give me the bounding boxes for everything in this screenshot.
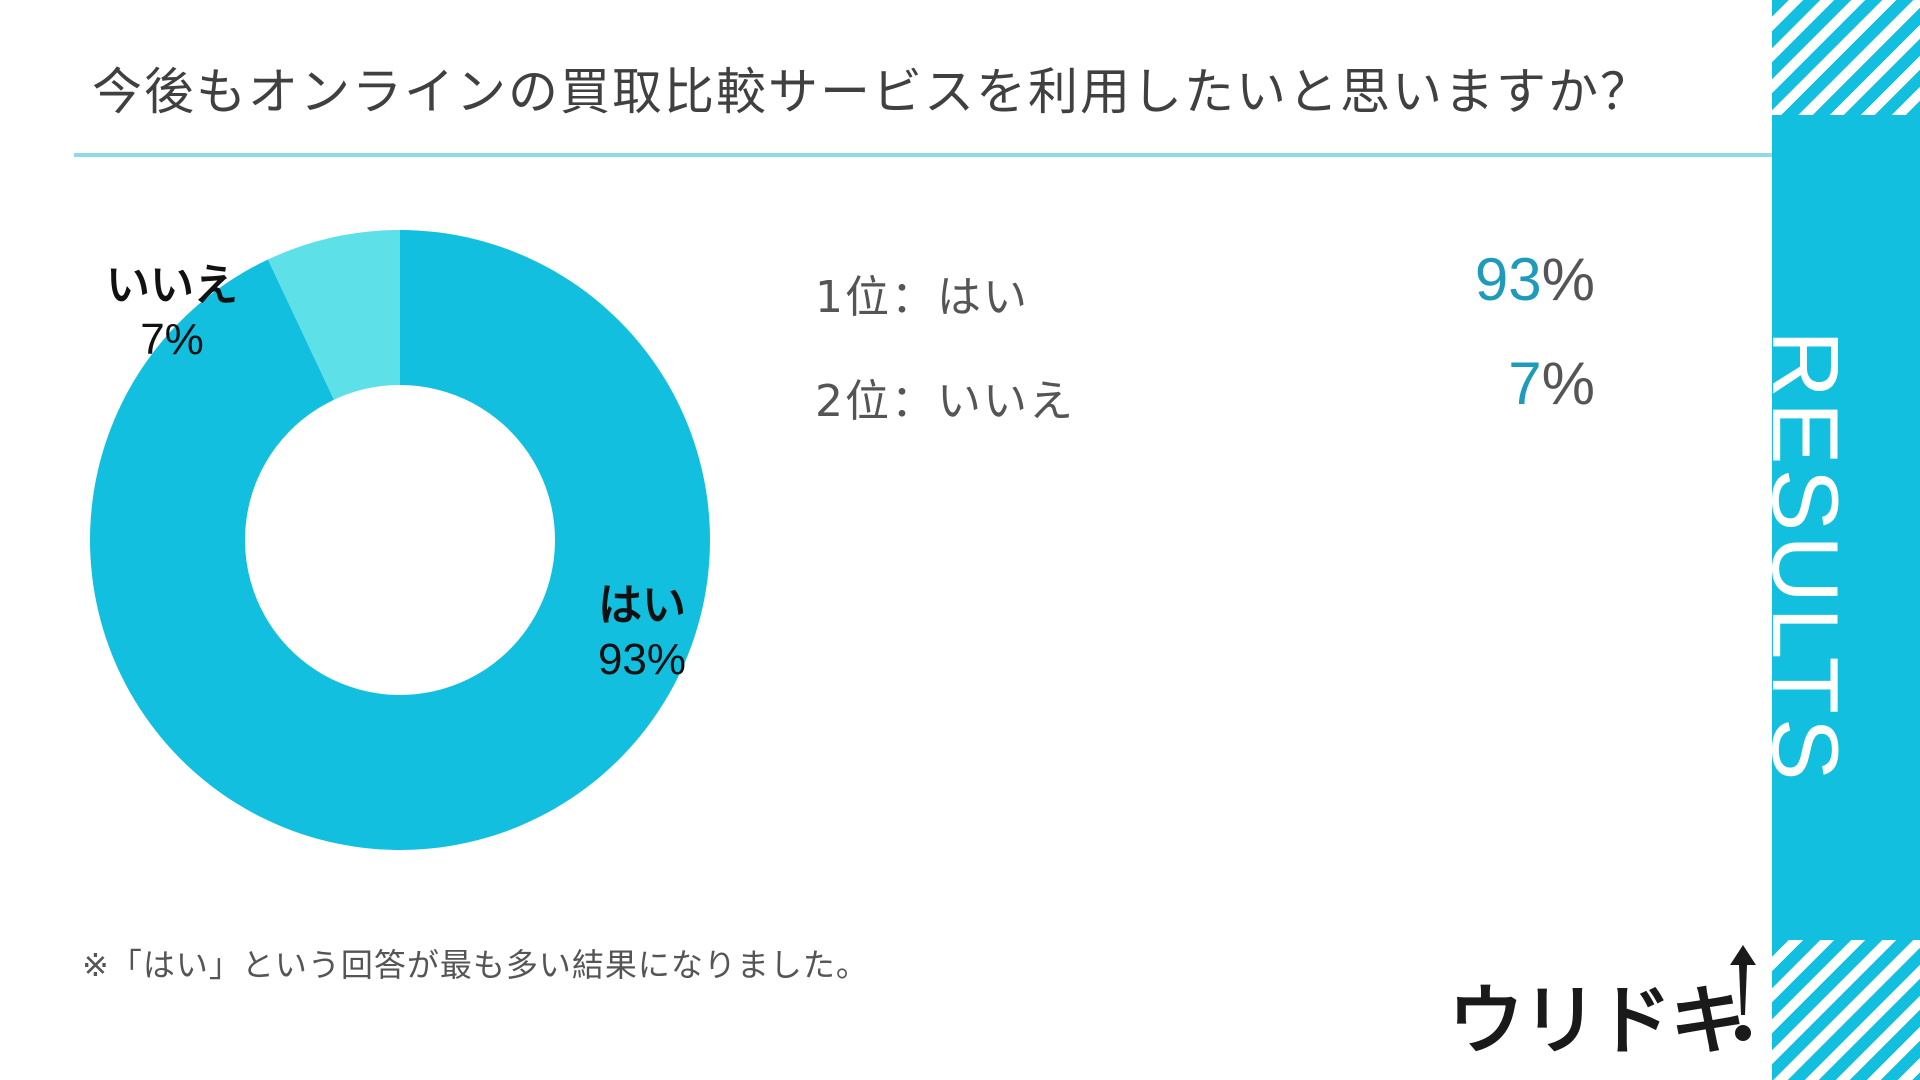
ranking-number: 93	[1474, 246, 1542, 313]
title-divider	[74, 153, 1772, 157]
brand-logo: ウリドキ	[1448, 945, 1758, 1065]
slice-value-label: 93%	[598, 635, 686, 684]
ranking-value: 7%	[1508, 349, 1595, 418]
slice-category-label: いいえ	[106, 260, 238, 311]
ranking-unit: %	[1541, 350, 1595, 417]
up-arrow-icon	[1730, 945, 1756, 1041]
slice-category-label: はい	[598, 580, 686, 631]
slice-value-label: 7%	[140, 315, 204, 364]
side-band: RESULTS	[1772, 0, 1920, 1080]
ranking-number: 7	[1508, 350, 1542, 417]
ranking-unit: %	[1541, 246, 1595, 313]
ranking-label: 1位：はい	[815, 272, 1029, 323]
donut-slice-yes	[89, 230, 710, 850]
page-title: 今後もオンラインの買取比較サービスを利用したいと思いますか？	[92, 63, 1652, 121]
ranking-row: 2位：いいえ 7%	[815, 349, 1595, 453]
stripe-pattern-bottom	[1772, 940, 1920, 1080]
donut-slice-no	[268, 230, 400, 400]
stripe-pattern-top	[1772, 0, 1920, 115]
footnote: ※「はい」という回答が最も多い結果になりました。	[82, 946, 869, 984]
ranking-label: 2位：いいえ	[815, 376, 1075, 427]
ranking-value: 93%	[1475, 245, 1595, 314]
results-label: RESULTS	[1772, 330, 1858, 785]
logo-text: ウリドキ	[1448, 976, 1746, 1065]
ranking-row: 1位：はい 93%	[815, 245, 1595, 349]
ranking-list: 1位：はい 93% 2位：いいえ 7%	[815, 245, 1595, 453]
